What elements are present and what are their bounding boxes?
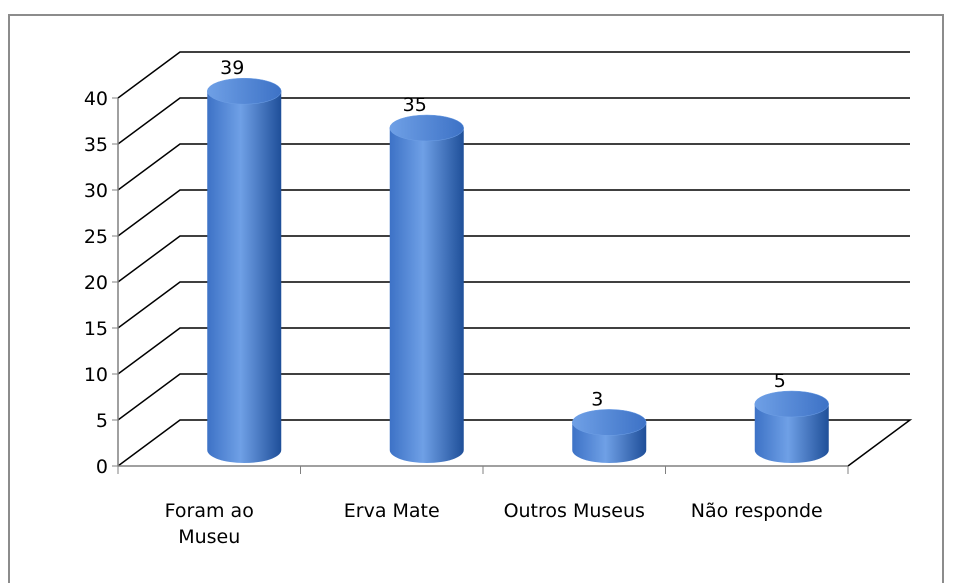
- gridline: [117, 51, 910, 99]
- y-tick-label: 10: [84, 364, 108, 386]
- x-axis: Foram ao Museu Erva Mate Outros Museus Não r…: [117, 465, 849, 548]
- bar: [754, 390, 829, 464]
- bar-body: [207, 91, 282, 464]
- bar-cap: [754, 390, 829, 418]
- data-label: 3: [591, 388, 603, 410]
- chart-frame: [8, 14, 944, 583]
- x-tick-label: Foram ao Museu: [165, 500, 254, 548]
- data-label: 5: [774, 370, 786, 392]
- bar-cap: [207, 77, 282, 105]
- bar: [389, 114, 464, 464]
- bar-cap: [572, 409, 647, 436]
- bar-body: [754, 404, 829, 464]
- y-tick-label: 40: [84, 88, 108, 110]
- bar-cap: [389, 114, 464, 142]
- x-tick-label: Outros Museus: [504, 500, 645, 522]
- y-tick-label: 35: [84, 134, 108, 156]
- data-label: 39: [220, 57, 244, 79]
- y-tick-label: 0: [96, 456, 108, 478]
- bar: [207, 77, 282, 464]
- gridline: [117, 143, 910, 191]
- gridline: [117, 327, 910, 375]
- y-tick-label: 20: [84, 272, 108, 294]
- gridline: [117, 235, 910, 283]
- gridline: [117, 189, 910, 237]
- x-tick-label: Erva Mate: [344, 500, 440, 522]
- y-tick-label: 30: [84, 180, 108, 202]
- gridline: [117, 373, 910, 421]
- floor-outline: [117, 419, 913, 467]
- gridline: [117, 97, 910, 145]
- y-tick-label: 15: [84, 318, 108, 340]
- y-axis: 0 5 10 15 20 25 30 35 40: [84, 88, 119, 478]
- data-label: 35: [403, 94, 427, 116]
- bar-body: [389, 128, 464, 464]
- gridline: [117, 281, 910, 329]
- x-tick-label: Não responde: [691, 500, 823, 522]
- gridlines: [117, 51, 910, 421]
- y-tick-label: 25: [84, 226, 108, 248]
- bar: [572, 409, 647, 464]
- y-tick-label: 5: [96, 410, 108, 432]
- bars: [207, 77, 829, 464]
- chart-walls: [117, 419, 913, 467]
